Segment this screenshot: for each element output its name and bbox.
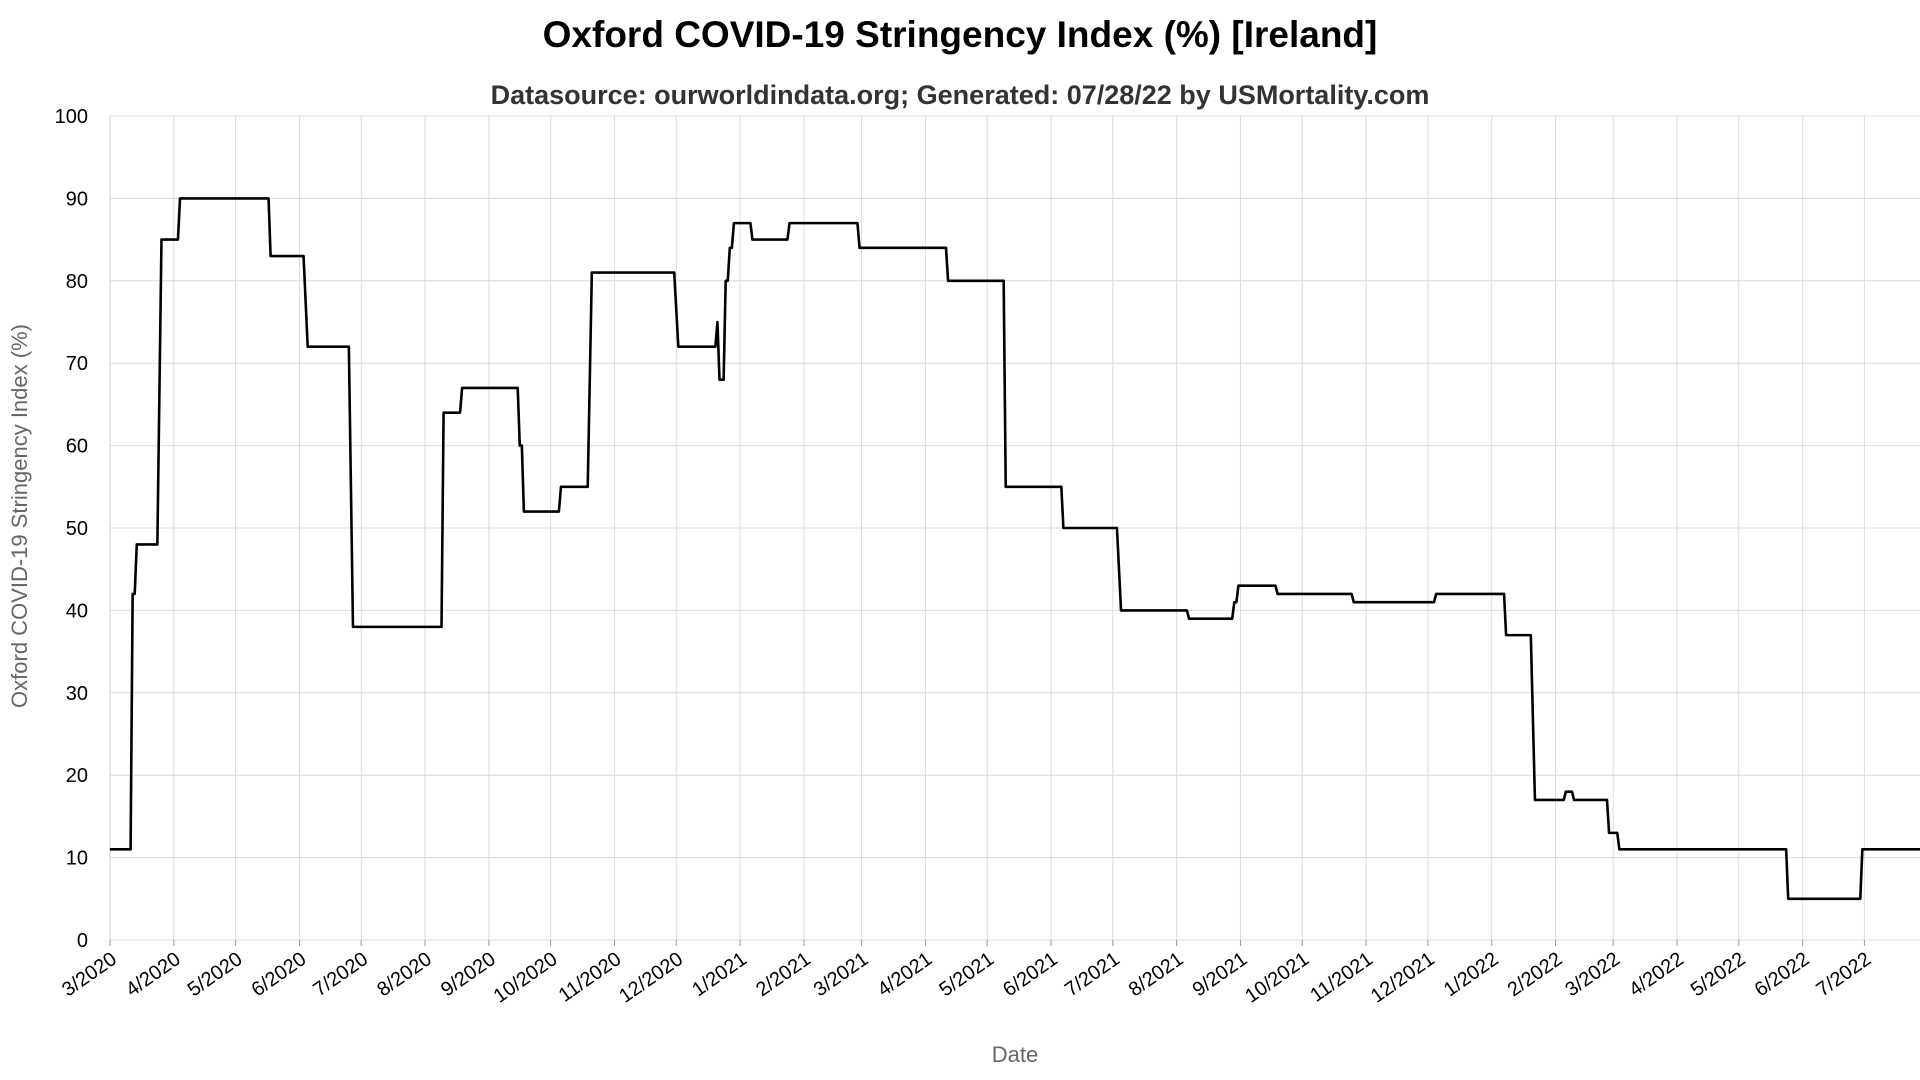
y-tick-label: 60	[66, 436, 88, 458]
axes: 0 10 20 30 40 50 60 70 80 90 100 3/2020 4/2020 5/2020…	[55, 106, 1876, 1008]
x-tick-label: 8/2020	[373, 948, 436, 1001]
x-tick-label: 10/2021	[1241, 948, 1313, 1007]
y-tick-label: 50	[66, 518, 88, 540]
x-tick-label: 7/2021	[1061, 948, 1124, 1001]
x-axis-label: Date	[992, 1042, 1038, 1067]
x-tick-label: 9/2021	[1189, 948, 1252, 1001]
x-tick-label: 1/2022	[1440, 948, 1503, 1001]
x-tick-label: 3/2022	[1561, 948, 1624, 1001]
x-tick-label: 4/2020	[122, 948, 185, 1001]
grid-lines	[109, 115, 1920, 941]
x-tick-label: 2/2022	[1504, 948, 1567, 1001]
x-tick-label: 1/2021	[688, 948, 751, 1001]
y-tick-label: 10	[66, 848, 88, 870]
y-tick-label: 30	[66, 683, 88, 705]
chart-subtitle: Datasource: ourworldindata.org; Generate…	[490, 80, 1430, 110]
y-tick-label: 70	[66, 353, 88, 375]
x-tick-label: 10/2020	[490, 948, 562, 1007]
x-tick-label: 12/2020	[615, 948, 687, 1007]
x-tick-label: 6/2022	[1751, 948, 1814, 1001]
x-tick-label: 8/2021	[1125, 948, 1188, 1001]
x-tick-label: 5/2021	[935, 948, 998, 1001]
series-line	[110, 197, 1920, 901]
series-layer	[110, 197, 1920, 901]
x-tick-label: 11/2020	[555, 948, 626, 1007]
x-tick-label: 5/2020	[184, 948, 247, 1001]
x-tick-label: 7/2020	[309, 948, 372, 1001]
y-tick-label: 40	[66, 600, 88, 622]
x-tick-label: 11/2021	[1306, 948, 1377, 1007]
y-tick-label: 90	[66, 188, 88, 210]
chart-title: Oxford COVID-19 Stringency Index (%) [Ir…	[542, 14, 1378, 55]
x-tick-label: 6/2020	[248, 948, 311, 1001]
x-tick-label: 3/2021	[810, 948, 873, 1001]
y-tick-label: 20	[66, 765, 88, 787]
x-tick-label: 9/2020	[437, 948, 500, 1001]
y-tick-label: 80	[66, 271, 88, 293]
y-tick-label: 0	[77, 930, 88, 952]
x-tick-label: 4/2021	[874, 948, 937, 1001]
x-tick-label: 2/2021	[752, 948, 815, 1001]
x-tick-label: 6/2021	[999, 948, 1062, 1001]
x-tick-label: 4/2022	[1625, 948, 1688, 1001]
y-tick-label: 100	[55, 106, 88, 128]
x-tick-label: 12/2021	[1367, 948, 1439, 1007]
x-tick-label: 3/2020	[58, 948, 121, 1001]
x-tick-label: 7/2022	[1813, 948, 1876, 1001]
x-tick-label: 5/2022	[1687, 948, 1750, 1001]
y-axis-label: Oxford COVID-19 Stringency Index (%)	[7, 324, 32, 708]
